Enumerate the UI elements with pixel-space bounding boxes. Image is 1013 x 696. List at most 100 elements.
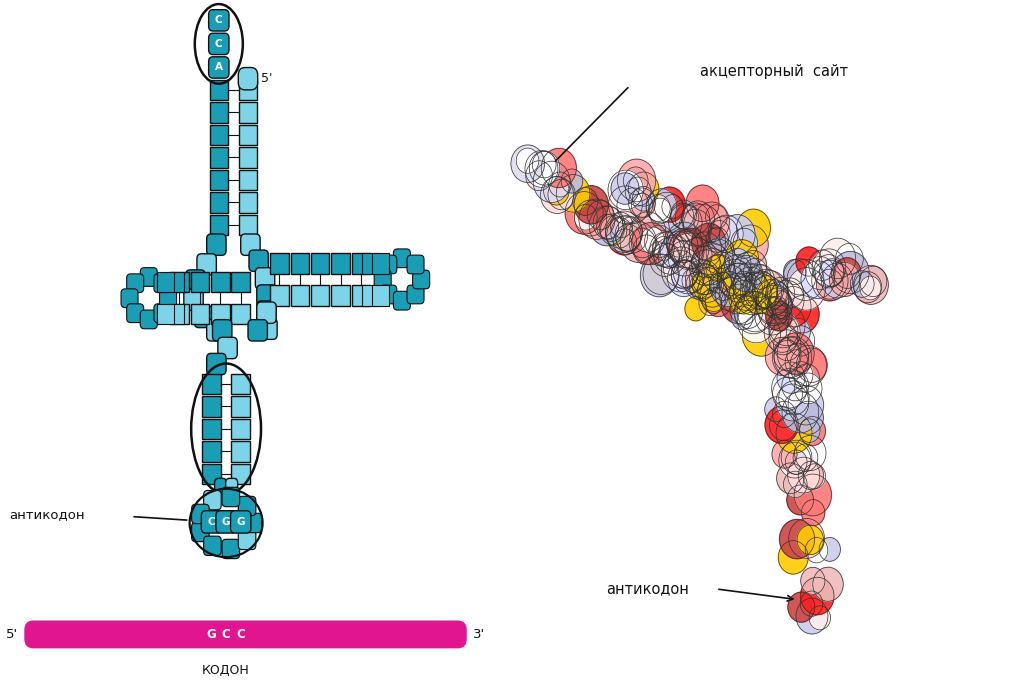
Circle shape [797, 525, 824, 555]
Circle shape [805, 256, 835, 290]
Circle shape [800, 567, 825, 594]
Circle shape [822, 263, 853, 298]
FancyBboxPatch shape [362, 285, 379, 306]
FancyBboxPatch shape [238, 68, 257, 90]
Circle shape [756, 284, 791, 324]
FancyBboxPatch shape [210, 192, 228, 212]
Circle shape [649, 232, 681, 267]
Circle shape [798, 461, 824, 490]
Text: G: G [207, 628, 217, 641]
Circle shape [668, 229, 698, 263]
Circle shape [816, 269, 843, 299]
Circle shape [578, 199, 615, 239]
Circle shape [673, 228, 709, 269]
Circle shape [721, 255, 752, 290]
FancyBboxPatch shape [380, 285, 397, 304]
FancyBboxPatch shape [412, 270, 430, 289]
Circle shape [706, 237, 734, 269]
Circle shape [779, 381, 809, 415]
Circle shape [794, 373, 822, 404]
Circle shape [741, 273, 777, 314]
Circle shape [782, 371, 808, 401]
Circle shape [832, 251, 869, 294]
Circle shape [766, 278, 795, 310]
FancyBboxPatch shape [140, 310, 157, 329]
FancyBboxPatch shape [226, 478, 238, 493]
FancyBboxPatch shape [393, 292, 410, 310]
Circle shape [730, 294, 757, 325]
FancyBboxPatch shape [213, 319, 232, 341]
FancyBboxPatch shape [215, 478, 227, 493]
Circle shape [753, 271, 787, 310]
Circle shape [561, 169, 582, 193]
Circle shape [765, 288, 789, 315]
FancyBboxPatch shape [210, 170, 228, 190]
FancyBboxPatch shape [311, 285, 329, 306]
Circle shape [699, 290, 721, 315]
FancyBboxPatch shape [245, 513, 262, 532]
FancyBboxPatch shape [127, 304, 144, 322]
Circle shape [800, 577, 834, 615]
FancyBboxPatch shape [203, 464, 221, 484]
Circle shape [783, 471, 807, 498]
Circle shape [676, 205, 699, 232]
Circle shape [693, 264, 719, 294]
FancyBboxPatch shape [270, 253, 289, 274]
Circle shape [660, 235, 690, 268]
Circle shape [706, 255, 729, 281]
Circle shape [737, 301, 775, 343]
Circle shape [667, 222, 702, 262]
FancyBboxPatch shape [372, 253, 389, 274]
FancyBboxPatch shape [256, 302, 277, 324]
Circle shape [618, 159, 655, 202]
Circle shape [700, 280, 728, 311]
Circle shape [736, 209, 771, 247]
FancyBboxPatch shape [291, 285, 309, 306]
FancyBboxPatch shape [222, 539, 240, 559]
Circle shape [565, 191, 603, 234]
Circle shape [606, 218, 633, 248]
Circle shape [613, 229, 637, 255]
Circle shape [793, 444, 817, 472]
FancyBboxPatch shape [203, 419, 221, 439]
Circle shape [672, 257, 705, 294]
FancyBboxPatch shape [231, 441, 250, 461]
Circle shape [777, 362, 805, 393]
Circle shape [732, 271, 755, 296]
FancyBboxPatch shape [352, 253, 371, 274]
Circle shape [768, 291, 793, 319]
Circle shape [794, 436, 826, 470]
Circle shape [755, 296, 789, 335]
Circle shape [657, 244, 680, 268]
Circle shape [788, 592, 814, 622]
FancyBboxPatch shape [154, 304, 171, 322]
FancyBboxPatch shape [210, 214, 228, 235]
Circle shape [548, 179, 575, 209]
FancyBboxPatch shape [407, 285, 424, 304]
Text: C: C [222, 628, 231, 641]
Circle shape [649, 192, 684, 231]
Circle shape [785, 450, 807, 474]
Circle shape [799, 419, 821, 443]
FancyBboxPatch shape [154, 274, 171, 292]
Circle shape [801, 261, 835, 299]
Circle shape [588, 200, 614, 230]
Circle shape [744, 258, 767, 285]
FancyBboxPatch shape [157, 304, 174, 324]
FancyBboxPatch shape [157, 272, 174, 292]
Circle shape [670, 230, 704, 268]
FancyBboxPatch shape [380, 255, 397, 274]
FancyBboxPatch shape [239, 80, 257, 100]
FancyBboxPatch shape [231, 511, 251, 533]
Circle shape [794, 364, 820, 392]
Circle shape [786, 296, 820, 333]
FancyBboxPatch shape [238, 530, 256, 550]
Circle shape [789, 361, 812, 388]
Circle shape [753, 276, 782, 308]
FancyBboxPatch shape [393, 249, 410, 268]
Circle shape [706, 227, 728, 252]
Circle shape [769, 280, 804, 319]
Circle shape [772, 369, 807, 408]
Circle shape [757, 279, 789, 316]
FancyBboxPatch shape [127, 274, 144, 292]
